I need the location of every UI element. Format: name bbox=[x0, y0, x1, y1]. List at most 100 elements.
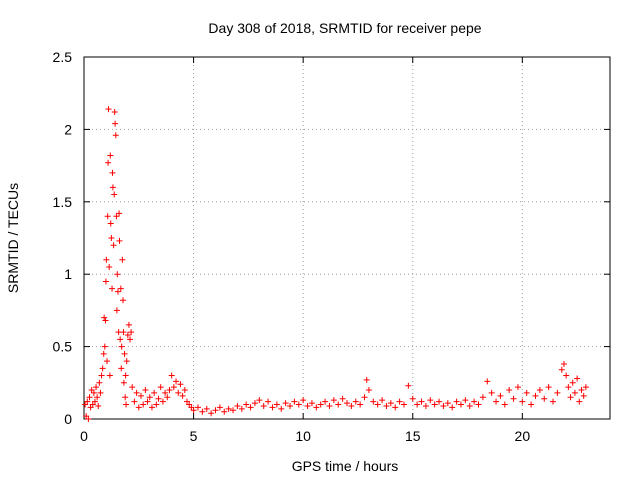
data-point bbox=[107, 152, 114, 159]
data-point bbox=[569, 379, 576, 386]
data-point bbox=[122, 372, 129, 379]
data-point bbox=[567, 394, 574, 401]
data-point bbox=[493, 398, 500, 405]
data-point bbox=[335, 401, 342, 408]
ticks-layer: 0 5 10 15 20 0 0.5 1 1.5 2 2.5 bbox=[53, 49, 610, 444]
data-point bbox=[444, 400, 451, 407]
data-point bbox=[536, 387, 543, 394]
data-point bbox=[273, 401, 280, 408]
x-tick-label: 15 bbox=[405, 428, 421, 444]
data-point bbox=[123, 401, 130, 408]
data-point bbox=[170, 384, 177, 391]
data-point bbox=[379, 397, 386, 404]
points-layer bbox=[82, 106, 589, 422]
data-point bbox=[99, 365, 106, 372]
data-point bbox=[514, 384, 521, 391]
data-point bbox=[560, 360, 567, 367]
data-point bbox=[102, 278, 109, 285]
data-point bbox=[383, 402, 390, 409]
data-point bbox=[287, 402, 294, 409]
data-point bbox=[86, 394, 93, 401]
data-point bbox=[105, 106, 112, 113]
data-point bbox=[313, 404, 320, 411]
data-point bbox=[116, 210, 123, 217]
data-point bbox=[125, 321, 132, 328]
data-point bbox=[116, 237, 123, 244]
data-point bbox=[405, 382, 412, 389]
data-point bbox=[225, 405, 232, 412]
data-point bbox=[110, 242, 117, 249]
data-point bbox=[510, 395, 517, 402]
data-point bbox=[528, 401, 535, 408]
data-point bbox=[330, 397, 337, 404]
data-point bbox=[119, 256, 126, 263]
data-point bbox=[108, 235, 115, 241]
data-point bbox=[127, 336, 134, 343]
data-point bbox=[578, 387, 585, 394]
data-point bbox=[120, 329, 127, 336]
data-point bbox=[155, 395, 162, 402]
data-point bbox=[137, 392, 144, 399]
data-point bbox=[414, 401, 421, 408]
data-point bbox=[234, 402, 241, 409]
data-point bbox=[580, 392, 587, 399]
data-point bbox=[409, 395, 416, 402]
data-point bbox=[396, 398, 403, 405]
grid-layer bbox=[84, 57, 610, 419]
data-point bbox=[164, 394, 171, 401]
data-point bbox=[322, 398, 329, 405]
data-point bbox=[142, 387, 149, 394]
y-tick-label: 1 bbox=[64, 266, 72, 282]
x-tick-label: 10 bbox=[295, 428, 311, 444]
data-point bbox=[265, 398, 272, 405]
data-point bbox=[129, 384, 136, 391]
data-point bbox=[91, 398, 98, 405]
data-point bbox=[363, 376, 370, 383]
data-point bbox=[85, 416, 92, 422]
data-point bbox=[117, 285, 124, 292]
data-point bbox=[361, 394, 368, 401]
data-point bbox=[97, 389, 104, 396]
data-point bbox=[104, 213, 111, 220]
data-point bbox=[194, 404, 201, 411]
data-point bbox=[128, 329, 135, 336]
data-point bbox=[111, 191, 118, 198]
data-point bbox=[106, 263, 113, 270]
chart-title: Day 308 of 2018, SRMTID for receiver pep… bbox=[208, 20, 481, 36]
data-point bbox=[576, 398, 583, 405]
data-point bbox=[124, 332, 131, 339]
data-point bbox=[148, 404, 155, 411]
data-point bbox=[190, 407, 197, 414]
data-point bbox=[278, 405, 285, 412]
data-point bbox=[101, 343, 108, 350]
data-point bbox=[107, 220, 114, 227]
data-point bbox=[558, 366, 565, 373]
data-point bbox=[117, 336, 124, 343]
data-point bbox=[221, 408, 228, 415]
data-point bbox=[449, 404, 456, 411]
data-point bbox=[175, 389, 182, 396]
plot-frame bbox=[83, 56, 611, 420]
data-point bbox=[260, 402, 267, 409]
data-point bbox=[179, 392, 186, 399]
data-point bbox=[151, 389, 158, 396]
data-point bbox=[105, 159, 112, 166]
data-point bbox=[471, 398, 478, 405]
data-point bbox=[565, 384, 572, 391]
data-point bbox=[532, 392, 539, 399]
data-point bbox=[109, 169, 116, 176]
data-point bbox=[166, 387, 173, 394]
data-point bbox=[114, 288, 121, 295]
data-point bbox=[181, 387, 188, 394]
data-point bbox=[506, 387, 513, 394]
data-point bbox=[291, 398, 298, 405]
data-point bbox=[357, 401, 364, 408]
data-point bbox=[177, 381, 184, 388]
data-point bbox=[374, 401, 381, 408]
y-tick-label: 2.5 bbox=[53, 49, 73, 65]
data-point bbox=[114, 271, 121, 278]
data-point bbox=[98, 372, 105, 379]
data-point bbox=[387, 400, 394, 407]
data-point bbox=[466, 402, 473, 409]
data-point bbox=[144, 398, 151, 405]
